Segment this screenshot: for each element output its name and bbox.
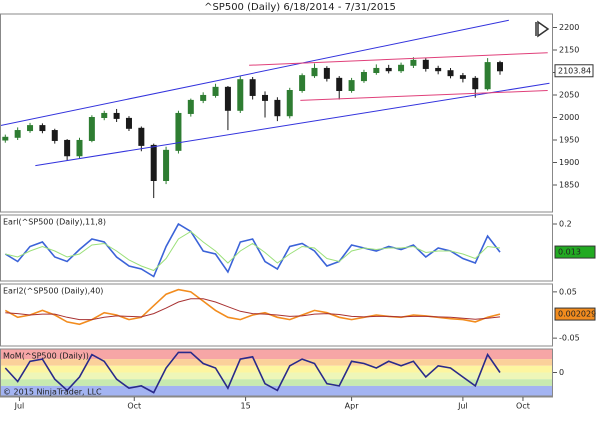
panel-title: Earl2(^SP500 (Daily),40) [3,287,103,296]
y-tick-label: 0.2 [559,220,572,229]
panel-border [0,348,553,397]
candle-body [410,59,417,66]
band [0,359,553,366]
candle-body [76,139,83,157]
trend-line [300,90,548,101]
y-tick-label: 2050 [559,91,579,100]
x-tick-label: Jul [457,402,468,411]
x-tick-label: 15 [240,402,250,411]
candle-body [496,62,503,72]
series-line [5,298,501,321]
icon-triangle [537,20,550,38]
candle-body [27,125,34,132]
panel [0,19,550,199]
copyright: © 2015 NinjaTrader, LLC [3,388,102,397]
candle-body [237,79,244,111]
candle-body [249,79,256,96]
candle-body [224,86,231,111]
candle-body [2,136,9,141]
candle-body [459,75,466,79]
candle-body [348,80,355,91]
x-tick-label: Oct [516,402,530,411]
series-line [4,288,501,326]
value-box-label: 0.013 [558,248,581,257]
candle-body [422,59,429,69]
candle-body [39,125,46,132]
candle-body [187,99,194,114]
panel [4,288,501,326]
candle-body [323,67,330,79]
candle-body [385,67,392,72]
candle-body [274,99,281,117]
candle-body [113,112,120,119]
panel [0,349,553,396]
candle-body [212,86,219,96]
y-tick-label: 0.05 [559,287,577,296]
chart-title: ^SP500 (Daily) 6/18/2014 - 7/31/2015 [204,2,396,13]
candle-body [435,67,442,72]
candle-body [360,72,367,82]
band [0,385,553,396]
panel-title: Earl(^SP500 (Daily),11,8) [3,218,106,227]
candle-body [14,130,21,138]
band [0,372,553,380]
candle-body [398,64,405,72]
candle-body [311,67,318,77]
candle-body [373,67,380,73]
panel-title: MoM(^SP500 (Daily)) [3,352,89,361]
candle-body [88,117,95,141]
panel-border [0,214,553,282]
y-tick-label: 1850 [559,181,579,190]
x-tick-label: Apr [345,402,360,411]
panel-border [0,283,553,347]
value-box [554,307,596,321]
candle-body [262,94,269,101]
band [0,365,553,373]
band [0,379,553,386]
y-tick-label: 2150 [559,46,579,55]
panel-border [0,13,553,213]
candle-body [472,77,479,90]
panel [4,222,501,278]
play-icon[interactable] [535,20,550,38]
value-box-label: 0.002029 [558,310,596,319]
candle-body [51,130,58,141]
candle-body [64,139,71,157]
y-tick-label: 0 [559,368,564,377]
candle-body [447,70,454,77]
y-tick-label: -0.05 [559,334,580,343]
candle-body [286,90,293,117]
candle-body [200,94,207,101]
candle-body [299,75,306,92]
last-price-box [554,64,594,78]
trend-line [0,19,509,127]
value-box [554,245,596,259]
candle-body [336,77,343,91]
x-tick-label: Oct [127,402,141,411]
last-price-label: 2103.84 [558,66,591,75]
candle-body [175,112,182,151]
x-tick-label: Jul [14,402,25,411]
candle-body [150,144,157,181]
y-tick-label: 1900 [559,158,579,167]
y-tick-label: 2200 [559,23,579,32]
band [0,349,553,360]
y-tick-label: 2000 [559,113,579,122]
trend-line [35,82,550,167]
candle-body [125,117,132,129]
candle-body [163,149,170,182]
y-tick-label: 1950 [559,136,579,145]
candle-body [138,127,145,146]
candle-body [484,62,491,90]
series-line [5,230,501,272]
candle-body [101,112,108,118]
trend-line [249,52,548,66]
series-line [4,351,501,394]
